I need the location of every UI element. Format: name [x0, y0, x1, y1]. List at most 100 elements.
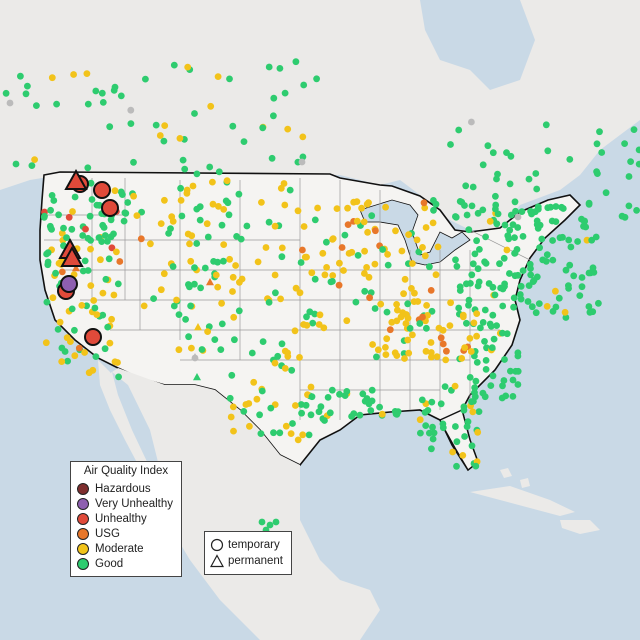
monitor-dot [47, 206, 54, 214]
monitor-dot [54, 326, 62, 333]
monitor-dot [286, 186, 294, 194]
monitor-dot [104, 323, 112, 331]
monitor-dot [475, 278, 483, 286]
monitor-dot [165, 230, 173, 237]
legend-item-usg: USG [77, 527, 120, 541]
monitor-dot [254, 258, 262, 266]
monitor-dot [463, 280, 470, 288]
monitor-dot [229, 403, 237, 411]
monitor-dot [452, 423, 459, 430]
monitor-dot [265, 218, 273, 226]
monitor-dot [296, 289, 304, 297]
monitor-dot [512, 367, 520, 375]
monitor-dot [393, 301, 400, 308]
monitor-dot [492, 192, 499, 200]
monitor-dot [467, 348, 475, 355]
monitor-dot [323, 264, 330, 271]
legend-item-good: Good [77, 557, 123, 571]
monitor-dot [240, 408, 248, 415]
monitor-dot [458, 355, 466, 362]
monitor-dot [453, 263, 461, 270]
monitor-dot [48, 192, 56, 199]
monitor-dot [501, 221, 509, 229]
monitor-dot [421, 204, 429, 212]
monitor-dot [83, 70, 91, 77]
monitor-dot [460, 406, 468, 414]
monitor-dot [188, 232, 196, 240]
good-swatch-icon [77, 558, 89, 570]
monitor-dot [102, 275, 110, 283]
monitor-dot [193, 240, 201, 247]
monitor-dot [229, 122, 237, 130]
monitor-dot [596, 128, 603, 136]
monitor-dot [104, 238, 111, 245]
monitor-dot [463, 319, 470, 327]
monitor-dot [297, 259, 305, 266]
monitor-dot [400, 290, 407, 298]
monitor-dot [101, 345, 109, 353]
monitor-dot [627, 158, 634, 166]
monitor-dot [369, 341, 376, 348]
monitor-dot [494, 170, 501, 178]
monitor-dot [433, 353, 441, 361]
monitor-dot [552, 203, 560, 210]
monitor-dot [559, 233, 566, 241]
monitor-dot [307, 411, 315, 419]
monitor-dot [84, 234, 92, 242]
monitor-dot [187, 257, 195, 265]
monitor-dot [384, 261, 392, 269]
monitor-dot [271, 222, 279, 230]
monitor-dot [265, 63, 273, 71]
monitor-dot [468, 118, 475, 126]
monitor-dot [455, 304, 463, 312]
monitor-dot [459, 311, 467, 319]
monitor-dot [130, 192, 138, 200]
monitor-dot [625, 173, 633, 180]
monitor-dot [353, 217, 361, 225]
monitor-dot [566, 156, 574, 163]
monitor-dot [278, 244, 286, 252]
monitor-dot [536, 244, 543, 252]
monitor-dot [392, 227, 399, 235]
monitor-dot [235, 307, 243, 315]
monitor-dot [393, 411, 401, 418]
monitor-dot [99, 289, 107, 297]
monitor-triangle [206, 278, 214, 286]
monitor-dot [220, 241, 228, 249]
monitor-dot [133, 212, 141, 220]
gulf-of-california [112, 372, 160, 470]
monitor-dot [373, 353, 380, 361]
monitor-dot [496, 260, 503, 268]
monitor-dot [468, 398, 475, 406]
monitor-dot [499, 302, 507, 310]
monitor-dot [204, 328, 212, 335]
monitor-dot [456, 287, 464, 294]
monitor-dot [231, 336, 238, 344]
monitor-dot [510, 303, 517, 311]
monitor-dot [468, 202, 476, 210]
monitor-dot [635, 160, 640, 168]
monitor-dot [169, 263, 177, 270]
monitor-dot [360, 218, 368, 226]
monitor-dot [428, 353, 435, 361]
monitor-dot [63, 234, 70, 242]
monitor-dot [240, 138, 248, 146]
monitor-dot [50, 197, 58, 204]
monitor-dot [230, 313, 238, 321]
monitor-dot [442, 356, 450, 364]
monitor-dot [399, 309, 407, 316]
monitor-dot [552, 218, 560, 226]
monitor-dot [87, 179, 95, 187]
hudson-bay [420, 0, 535, 90]
monitor-dot [423, 324, 430, 332]
monitor-dot [472, 462, 480, 470]
monitor-dot [225, 211, 233, 219]
monitor-dot [108, 244, 116, 252]
monitor-dot [276, 65, 284, 72]
monitor-dot [207, 102, 215, 110]
monitor-dot [489, 311, 497, 319]
monitor-dot [70, 71, 77, 78]
monitor-dot [465, 226, 473, 234]
monitor-dot [443, 347, 450, 355]
monitor-dot [150, 295, 158, 302]
